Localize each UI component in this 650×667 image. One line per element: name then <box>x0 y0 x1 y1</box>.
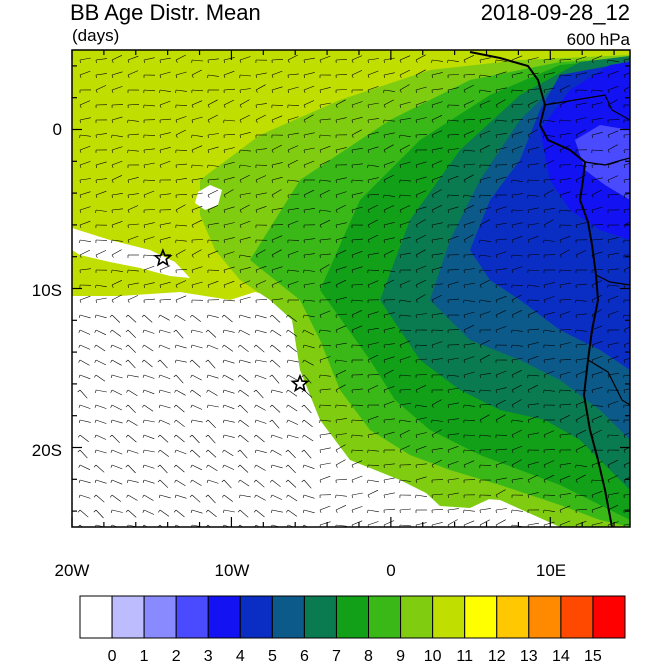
colorbar-swatch <box>432 595 466 639</box>
colorbar-swatch <box>143 595 177 639</box>
colorbar-swatch <box>175 595 209 639</box>
colorbar-label: 14 <box>551 648 570 665</box>
colorbar-swatch <box>79 595 113 639</box>
lat-label-10s: 10S <box>31 281 62 300</box>
colorbar-swatch <box>271 595 305 639</box>
colorbar-swatch <box>560 595 594 639</box>
colorbar-swatch <box>239 595 273 639</box>
colorbar-label: 3 <box>203 648 213 665</box>
colorbar-swatch <box>528 595 562 639</box>
colorbar-swatch <box>207 595 241 639</box>
colorbar-label: 12 <box>487 648 506 665</box>
lon-label-10w: 10W <box>214 561 250 580</box>
colorbar-label: 9 <box>396 648 406 665</box>
units-label: (days) <box>72 26 120 45</box>
lon-label-0: 0 <box>386 561 396 580</box>
colorbar-label: 15 <box>583 648 602 665</box>
colorbar-label: 1 <box>139 648 149 665</box>
colorbar-label: 13 <box>519 648 538 665</box>
lat-label-0: 0 <box>52 120 62 139</box>
colorbar <box>79 595 626 639</box>
colorbar-swatch <box>592 595 626 639</box>
colorbar-label: 0 <box>107 648 117 665</box>
colorbar-label: 2 <box>171 648 181 665</box>
colorbar-swatch <box>496 595 530 639</box>
colorbar-label: 6 <box>299 648 309 665</box>
star-marker-1 <box>153 248 173 267</box>
colorbar-swatch <box>464 595 498 639</box>
colorbar-swatch <box>368 595 402 639</box>
datetime-label: 2018-09-28_12 <box>480 0 630 25</box>
colorbar-swatch <box>335 595 370 639</box>
field-region-2-3 <box>575 125 630 200</box>
pressure-level-label: 600 hPa <box>566 30 630 49</box>
colorbar-label: 8 <box>364 648 373 665</box>
colorbar-swatch <box>303 595 337 639</box>
colorbar-swatch <box>400 595 434 639</box>
coastline <box>469 51 613 527</box>
lon-label-10e: 10E <box>535 561 567 580</box>
colorbar-label: 11 <box>456 648 473 665</box>
map-title: BB Age Distr. Mean <box>70 0 261 25</box>
lon-label-20w: 20W <box>54 561 90 580</box>
colorbar-label: 10 <box>423 648 442 665</box>
colorbar-swatch <box>111 595 145 639</box>
star-marker-2 <box>290 373 310 393</box>
colorbar-label: 4 <box>235 648 245 665</box>
colorbar-label: 5 <box>267 648 277 665</box>
lat-label-20s: 20S <box>31 441 62 460</box>
colorbar-label: 7 <box>332 648 341 665</box>
